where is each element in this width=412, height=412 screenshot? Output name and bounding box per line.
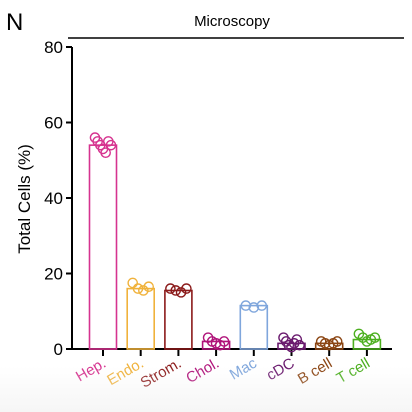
bar-hep (88, 144, 118, 350)
data-point (240, 300, 252, 311)
y-tick-label: 20 (44, 265, 63, 284)
panel-letter: N (6, 9, 23, 36)
data-point (132, 283, 144, 294)
bar-strom (164, 289, 193, 350)
data-point (170, 285, 182, 296)
data-point (100, 147, 111, 158)
y-tick-label: 40 (44, 189, 63, 208)
y-tick-label: 60 (44, 114, 63, 133)
data-point (105, 139, 117, 151)
y-axis-label: Total Cells (%) (15, 144, 34, 254)
chart-title: Microscopy (194, 13, 270, 30)
bar-endo (126, 287, 155, 350)
bars (88, 144, 382, 350)
data-point (294, 339, 305, 351)
data-point (248, 302, 260, 313)
data-point (127, 277, 138, 289)
bar-mac (239, 304, 269, 350)
bottom-fade (0, 366, 412, 412)
data-point (181, 283, 192, 294)
y-tick-label: 80 (44, 38, 63, 57)
data-point (331, 336, 343, 347)
data-point (143, 281, 154, 293)
data-point (283, 339, 295, 351)
data-point (218, 336, 230, 347)
data-point (256, 300, 268, 311)
axes: 0 20 40 60 80 (44, 38, 392, 359)
data-points (89, 132, 381, 353)
data-point (138, 285, 149, 296)
y-tick-label: 0 (54, 340, 63, 359)
data-point (165, 283, 176, 294)
data-point (369, 332, 381, 343)
data-point (175, 287, 187, 298)
data-point (291, 334, 303, 345)
